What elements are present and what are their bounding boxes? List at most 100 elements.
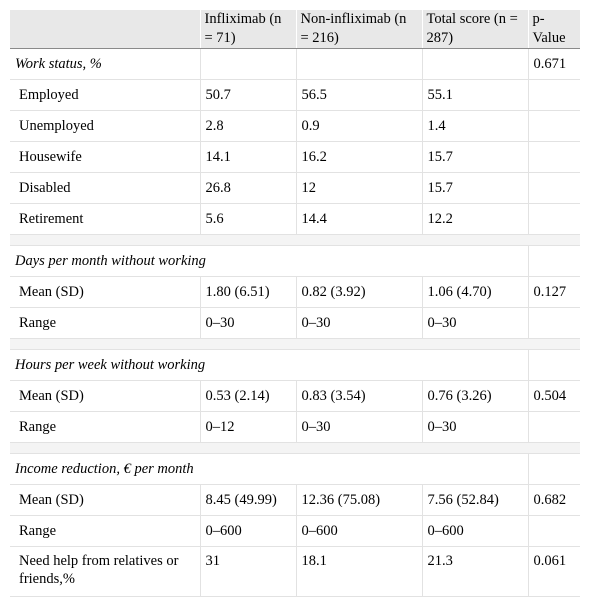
- table-row: Need help from relatives or friends,% 31…: [10, 546, 580, 597]
- p-value-cell: [527, 349, 580, 381]
- p-value-cell: [527, 203, 580, 235]
- table-row: Unemployed 2.8 0.9 1.4: [10, 110, 580, 142]
- non-infliximab-cell: 0.9: [295, 110, 422, 142]
- row-label: Housewife: [10, 141, 200, 173]
- section-title: Hours per week without working: [10, 349, 528, 381]
- row-label: Disabled: [10, 172, 200, 204]
- p-value-cell: 0.061: [527, 546, 580, 597]
- row-label: Unemployed: [10, 110, 200, 142]
- total-cell: 0–30: [421, 307, 528, 339]
- total-cell: 21.3: [421, 546, 528, 597]
- section-row-income-reduction: Income reduction, € per month: [10, 453, 580, 485]
- infliximab-cell: 14.1: [199, 141, 296, 173]
- table-row: Employed 50.7 56.5 55.1: [10, 79, 580, 111]
- infliximab-cell: 50.7: [199, 79, 296, 111]
- row-label: Mean (SD): [10, 380, 200, 412]
- table-body: Work status, % 0.671 Employed 50.7 56.5 …: [10, 48, 580, 597]
- section-row-hours-without-working: Hours per week without working: [10, 349, 580, 381]
- infliximab-cell: 26.8: [199, 172, 296, 204]
- infliximab-cell: 8.45 (49.99): [199, 484, 296, 516]
- section-title: Work status, %: [10, 48, 200, 80]
- row-label: Range: [10, 411, 200, 443]
- section-spacer: [10, 338, 580, 350]
- infliximab-cell: 2.8: [199, 110, 296, 142]
- p-value-cell: [527, 245, 580, 277]
- data-table-container: Infliximab (n = 71) Non-infliximab (n = …: [10, 10, 580, 597]
- p-value-cell: 0.682: [527, 484, 580, 516]
- empty-cell: [421, 48, 528, 80]
- header-row: Infliximab (n = 71) Non-infliximab (n = …: [10, 10, 580, 49]
- total-cell: 55.1: [421, 79, 528, 111]
- non-infliximab-cell: 12.36 (75.08): [295, 484, 422, 516]
- section-row-days-without-working: Days per month without working: [10, 245, 580, 277]
- non-infliximab-cell: 0–30: [295, 307, 422, 339]
- section-spacer: [10, 234, 580, 246]
- table-row: Range 0–30 0–30 0–30: [10, 307, 580, 339]
- infliximab-cell: 0–30: [199, 307, 296, 339]
- header-cell-p-value: p-Value: [527, 10, 580, 49]
- table-header: Infliximab (n = 71) Non-infliximab (n = …: [10, 10, 580, 49]
- work-impact-table: Infliximab (n = 71) Non-infliximab (n = …: [10, 10, 580, 597]
- total-cell: 0–600: [421, 515, 528, 547]
- non-infliximab-cell: 0–30: [295, 411, 422, 443]
- p-value-cell: [527, 411, 580, 443]
- table-row: Mean (SD) 1.80 (6.51) 0.82 (3.92) 1.06 (…: [10, 276, 580, 308]
- total-cell: 1.4: [421, 110, 528, 142]
- infliximab-cell: 31: [199, 546, 296, 597]
- non-infliximab-cell: 56.5: [295, 79, 422, 111]
- row-label: Need help from relatives or friends,%: [10, 546, 200, 597]
- section-row-work-status: Work status, % 0.671: [10, 48, 580, 80]
- non-infliximab-cell: 18.1: [295, 546, 422, 597]
- row-label: Mean (SD): [10, 484, 200, 516]
- non-infliximab-cell: 0.83 (3.54): [295, 380, 422, 412]
- p-value-cell: [527, 79, 580, 111]
- infliximab-cell: 0–600: [199, 515, 296, 547]
- infliximab-cell: 1.80 (6.51): [199, 276, 296, 308]
- p-value-cell: [527, 141, 580, 173]
- row-label: Mean (SD): [10, 276, 200, 308]
- total-cell: 7.56 (52.84): [421, 484, 528, 516]
- row-label: Range: [10, 307, 200, 339]
- p-value-cell: 0.671: [527, 48, 580, 80]
- row-label: Employed: [10, 79, 200, 111]
- table-row: Disabled 26.8 12 15.7: [10, 172, 580, 204]
- p-value-cell: [527, 515, 580, 547]
- p-value-cell: [527, 172, 580, 204]
- non-infliximab-cell: 0.82 (3.92): [295, 276, 422, 308]
- section-spacer: [10, 442, 580, 454]
- table-row: Mean (SD) 8.45 (49.99) 12.36 (75.08) 7.5…: [10, 484, 580, 516]
- table-row: Range 0–12 0–30 0–30: [10, 411, 580, 443]
- non-infliximab-cell: 16.2: [295, 141, 422, 173]
- table-row: Range 0–600 0–600 0–600: [10, 515, 580, 547]
- row-label: Range: [10, 515, 200, 547]
- section-title: Days per month without working: [10, 245, 528, 277]
- infliximab-cell: 0.53 (2.14): [199, 380, 296, 412]
- total-cell: 0.76 (3.26): [421, 380, 528, 412]
- non-infliximab-cell: 14.4: [295, 203, 422, 235]
- p-value-cell: 0.504: [527, 380, 580, 412]
- header-cell-non-infliximab: Non-infliximab (n = 216): [295, 10, 422, 49]
- non-infliximab-cell: 0–600: [295, 515, 422, 547]
- header-cell-label: [10, 10, 200, 49]
- infliximab-cell: 5.6: [199, 203, 296, 235]
- total-cell: 0–30: [421, 411, 528, 443]
- total-cell: 12.2: [421, 203, 528, 235]
- total-cell: 1.06 (4.70): [421, 276, 528, 308]
- infliximab-cell: 0–12: [199, 411, 296, 443]
- table-row: Housewife 14.1 16.2 15.7: [10, 141, 580, 173]
- row-label: Retirement: [10, 203, 200, 235]
- total-cell: 15.7: [421, 141, 528, 173]
- empty-cell: [199, 48, 296, 80]
- header-cell-total: Total score (n = 287): [421, 10, 528, 49]
- table-row: Retirement 5.6 14.4 12.2: [10, 203, 580, 235]
- p-value-cell: [527, 110, 580, 142]
- non-infliximab-cell: 12: [295, 172, 422, 204]
- header-cell-infliximab: Infliximab (n = 71): [199, 10, 296, 49]
- total-cell: 15.7: [421, 172, 528, 204]
- p-value-cell: [527, 453, 580, 485]
- p-value-cell: [527, 307, 580, 339]
- p-value-cell: 0.127: [527, 276, 580, 308]
- section-title: Income reduction, € per month: [10, 453, 528, 485]
- empty-cell: [295, 48, 422, 80]
- table-row: Mean (SD) 0.53 (2.14) 0.83 (3.54) 0.76 (…: [10, 380, 580, 412]
